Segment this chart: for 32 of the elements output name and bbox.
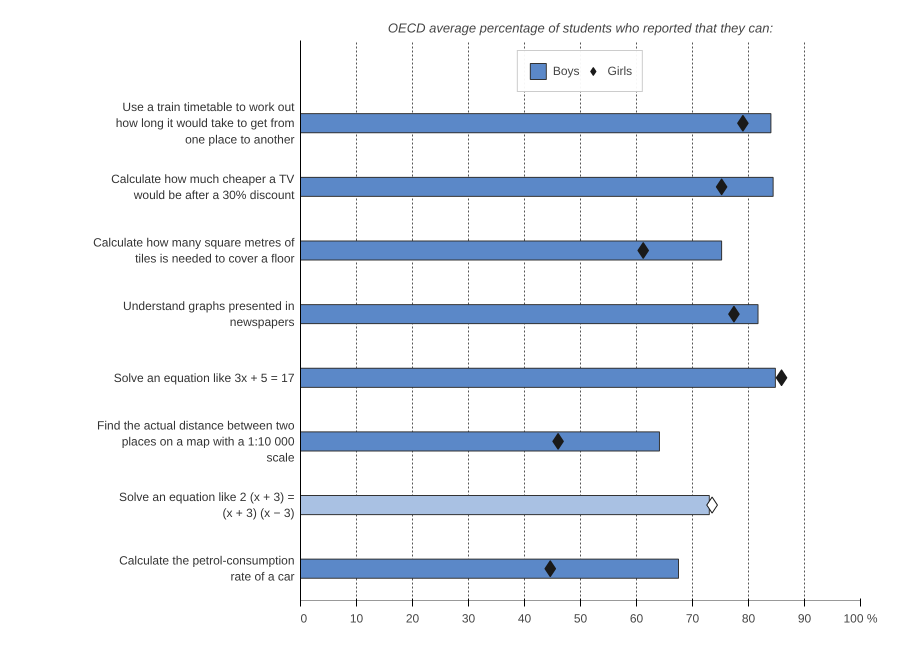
legend-label: Girls bbox=[608, 64, 632, 78]
bar bbox=[300, 176, 774, 197]
bar bbox=[300, 495, 710, 516]
x-tick-label: 60 bbox=[630, 612, 644, 626]
bar bbox=[300, 558, 679, 579]
x-tick-label: 20 bbox=[406, 612, 420, 626]
x-tick-label: 80 bbox=[742, 612, 756, 626]
y-tick-label: Calculate how much cheaper a TV would be after a 30% discount bbox=[111, 172, 296, 202]
x-tick-label: 0 bbox=[300, 612, 308, 626]
bar bbox=[300, 240, 722, 261]
x-tick-label: 70 bbox=[686, 612, 700, 626]
x-tick-label: 10 bbox=[350, 612, 364, 626]
y-tick-label: Calculate the petrol-consumption rate of a car bbox=[119, 554, 295, 584]
y-tick-label: Use a train timetable to work out how long it would take to get from one place to another bbox=[116, 100, 296, 146]
bar bbox=[300, 113, 772, 134]
y-tick-label: Calculate how many square metres of tiles is needed to cover a floor bbox=[93, 235, 296, 266]
bar bbox=[300, 368, 776, 388]
y-tick-label: Understand graphs presented in newspapers bbox=[123, 299, 295, 330]
x-tick-label: 50 bbox=[574, 612, 588, 626]
legend-label: Boys bbox=[552, 64, 580, 78]
x-tick-label: 40 bbox=[518, 612, 532, 626]
y-tick-label: Solve an equation like 3x + 5 = 17 bbox=[114, 370, 295, 385]
bar bbox=[300, 304, 759, 324]
x-tick-label: 90 bbox=[798, 612, 812, 626]
point bbox=[544, 560, 556, 578]
chart-title: OECD average percentage of students who reported that they can: bbox=[388, 20, 774, 36]
point bbox=[637, 242, 650, 259]
y-tick-label: Find the actual distance between two places on a map with a 1:10 000 scale bbox=[97, 418, 295, 465]
y-tick-label: Solve an equation like 2 (x + 3) = (x + 3) (x − 3) bbox=[119, 490, 295, 520]
bar bbox=[300, 431, 660, 452]
x-tick-label: 30 bbox=[462, 612, 476, 626]
x-tick-label: 100 % bbox=[843, 612, 878, 626]
